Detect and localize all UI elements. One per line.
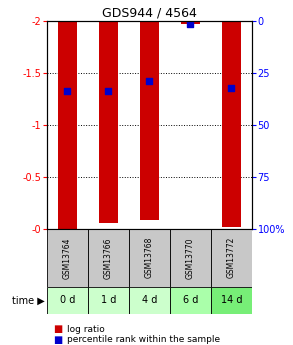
Bar [211,287,252,314]
Text: 1 d: 1 d [101,295,116,305]
Bar [58,21,77,229]
Text: GSM13766: GSM13766 [104,237,113,278]
Point [188,21,193,27]
Bar [170,229,211,287]
Bar [129,287,170,314]
Text: 6 d: 6 d [183,295,198,305]
Bar [211,229,252,287]
Text: GSM13770: GSM13770 [186,237,195,278]
Bar [88,287,129,314]
Text: 0 d: 0 d [60,295,75,305]
Text: GSM13764: GSM13764 [63,237,72,278]
Point [229,86,234,91]
Title: GDS944 / 4564: GDS944 / 4564 [102,7,197,20]
Text: percentile rank within the sample: percentile rank within the sample [67,335,221,344]
Point [65,89,70,94]
Bar [99,21,118,224]
Text: 14 d: 14 d [221,295,242,305]
Text: time ▶: time ▶ [12,295,45,305]
Bar [222,21,241,227]
Text: 4 d: 4 d [142,295,157,305]
Point [147,78,152,84]
Bar [129,229,170,287]
Text: GSM13768: GSM13768 [145,237,154,278]
Bar [170,287,211,314]
Text: ■: ■ [53,325,62,334]
Text: GSM13772: GSM13772 [227,237,236,278]
Bar [140,21,159,220]
Bar [47,287,88,314]
Bar [47,229,88,287]
Text: log ratio: log ratio [67,325,105,334]
Bar [181,21,200,24]
Text: ■: ■ [53,335,62,345]
Bar [88,229,129,287]
Point [106,89,111,94]
